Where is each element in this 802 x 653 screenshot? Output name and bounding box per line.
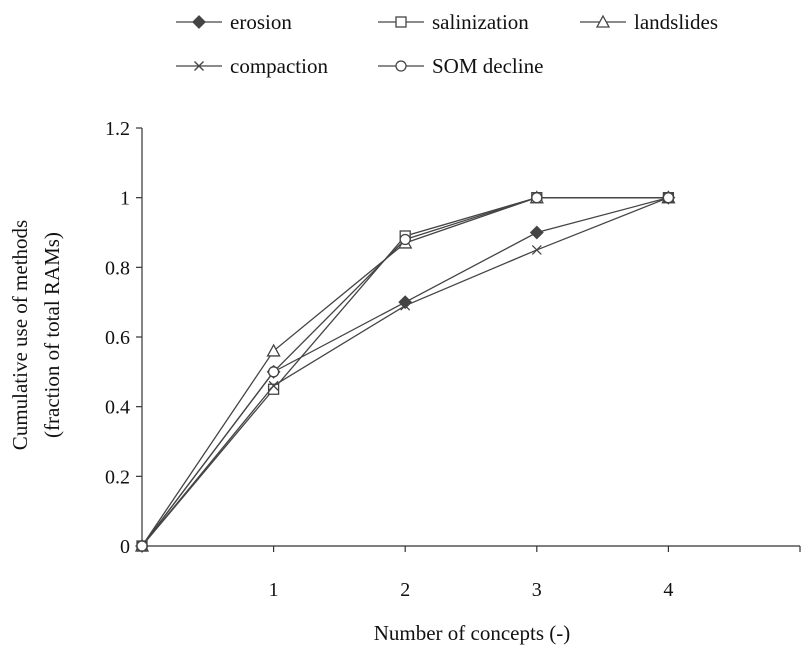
data-point [400, 300, 411, 311]
legend-marker [194, 61, 204, 71]
axes: 0 0.2 0.4 0.6 0.8 1 1.2 1 2 3 4 [105, 118, 801, 601]
y-axis-title-line-2: (fraction of total RAMs) [40, 232, 64, 438]
legend-item-landslides: landslides [580, 10, 718, 34]
y-tick-label: 0.4 [105, 397, 130, 419]
legend-label: erosion [230, 10, 292, 34]
legend-label: SOM decline [432, 54, 543, 78]
x-tick-label: 3 [532, 579, 542, 601]
series-layer [134, 190, 676, 553]
data-point [662, 192, 675, 204]
x-tick-label: 2 [400, 579, 410, 601]
x-tick-label: 1 [269, 579, 279, 601]
data-point [267, 383, 280, 395]
data-point [399, 233, 411, 246]
legend-item-compaction: compaction [176, 54, 328, 78]
series-line [141, 197, 669, 547]
legend-label: landslides [634, 10, 718, 34]
y-tick-label: 1.2 [105, 118, 130, 140]
y-tick-label: 0.6 [105, 327, 130, 349]
data-point [267, 366, 280, 378]
x-axis-title: Number of concepts (-) [374, 621, 571, 645]
data-point [266, 343, 281, 357]
legend-label: compaction [230, 54, 328, 78]
legend-marker [595, 14, 611, 28]
data-point [531, 192, 543, 204]
data-point [531, 244, 542, 255]
data-point [136, 540, 148, 552]
legend: erosion salinization landslides compaction S… [176, 10, 718, 78]
y-tick-label: 0.2 [105, 466, 130, 488]
y-axis-title-line-1: Cumulative use of methods [8, 220, 32, 450]
series-som-decline [136, 192, 675, 552]
series-landslides [134, 190, 676, 552]
y-tick-label: 1 [120, 188, 130, 210]
x-tick-label: 4 [663, 579, 673, 601]
legend-marker [395, 16, 407, 28]
data-point [529, 225, 544, 240]
y-tick-label: 0.8 [105, 257, 130, 279]
y-tick-label: 0 [120, 536, 130, 558]
legend-item-som-decline: SOM decline [378, 54, 543, 78]
legend-marker [192, 15, 206, 29]
series-line [141, 197, 669, 547]
series-line [141, 197, 669, 547]
data-point [268, 380, 279, 391]
legend-item-salinization: salinization [378, 10, 529, 34]
legend-item-erosion: erosion [176, 10, 292, 34]
series-line [141, 197, 669, 547]
legend-label: salinization [432, 10, 529, 34]
data-point [398, 295, 413, 310]
series-line [141, 197, 669, 547]
legend-marker [395, 60, 407, 72]
